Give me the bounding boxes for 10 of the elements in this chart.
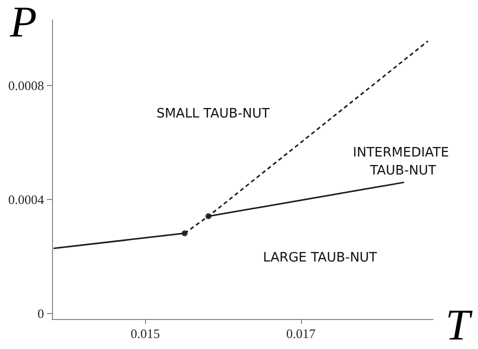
x-tick-label: 0.015 <box>130 326 160 341</box>
x-axis-title: T <box>446 300 474 349</box>
y-tick-label: 0.0008 <box>8 78 44 93</box>
y-tick-label: 0 <box>38 306 44 321</box>
annotation: INTERMEDIATE TAUB-NUT <box>352 146 454 178</box>
annotation: SMALL TAUB-NUT <box>156 106 270 122</box>
y-tick-label: 0.0004 <box>8 192 44 207</box>
x-tick-label: 0.017 <box>286 326 316 341</box>
annotation: LARGE TAUB-NUT <box>262 250 378 266</box>
y-axis-title: P <box>9 0 37 46</box>
